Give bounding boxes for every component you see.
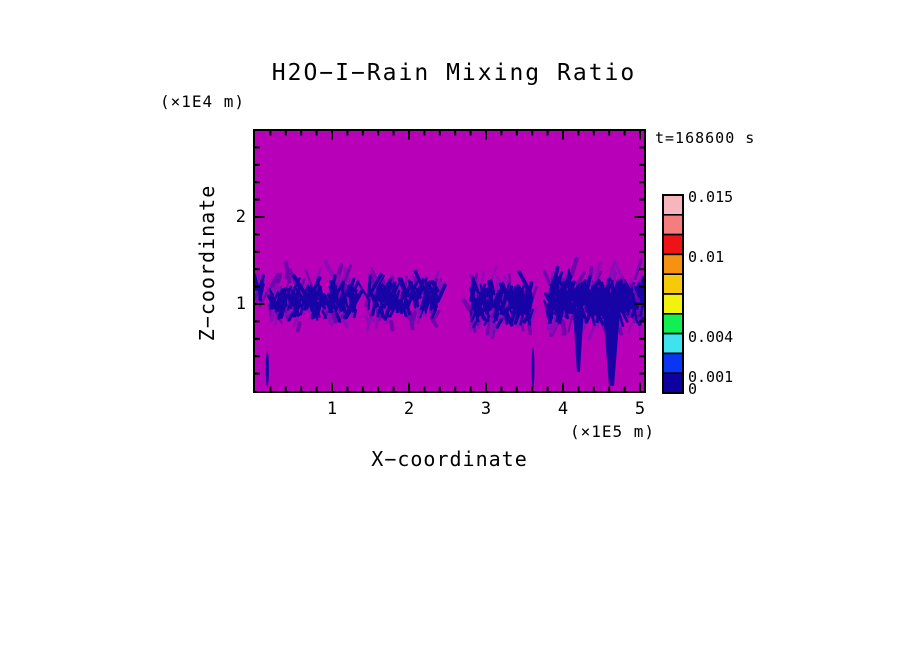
z-axis-tick-label: 2: [235, 207, 246, 227]
colorbar-tick-label: 0: [688, 379, 698, 398]
plot-canvas: [253, 129, 646, 393]
x-axis-tick-label: 5: [634, 399, 646, 419]
colorbar-segment: [662, 253, 684, 276]
x-axis-tick-label: 4: [557, 399, 569, 419]
z-axis-unit-label: (×1E4 m): [160, 92, 246, 111]
chart-title: H2O−I−Rain Mixing Ratio: [271, 60, 637, 86]
time-label: t=168600 s: [655, 129, 756, 147]
colorbar-tick-label: 0.004: [688, 328, 734, 347]
x-axis-unit-label: (×1E5 m): [569, 422, 655, 441]
colorbar: [662, 194, 684, 394]
colorbar-segment: [662, 372, 684, 394]
colorbar-segment: [662, 213, 684, 236]
x-axis-tick-label: 1: [326, 399, 338, 419]
x-axis-tick-label: 2: [403, 399, 415, 419]
x-axis-tick-label: 3: [480, 399, 492, 419]
colorbar-tick-label: 0.01: [688, 247, 725, 266]
colorbar-segment: [662, 273, 684, 295]
colorbar-segment: [662, 233, 684, 256]
colorbar-segment: [662, 332, 684, 355]
colorbar-tick-label: 0.015: [688, 187, 734, 206]
z-axis-title: Z−coordinate: [195, 184, 219, 342]
z-axis-tick-label: 1: [235, 294, 246, 314]
x-axis-title: X−coordinate: [371, 447, 528, 471]
colorbar-segment: [662, 293, 684, 315]
colorbar-segment: [662, 313, 684, 335]
colorbar-segment: [662, 352, 684, 374]
colorbar-tick-label: 0.001: [688, 367, 734, 386]
colorbar-segment: [662, 194, 684, 216]
